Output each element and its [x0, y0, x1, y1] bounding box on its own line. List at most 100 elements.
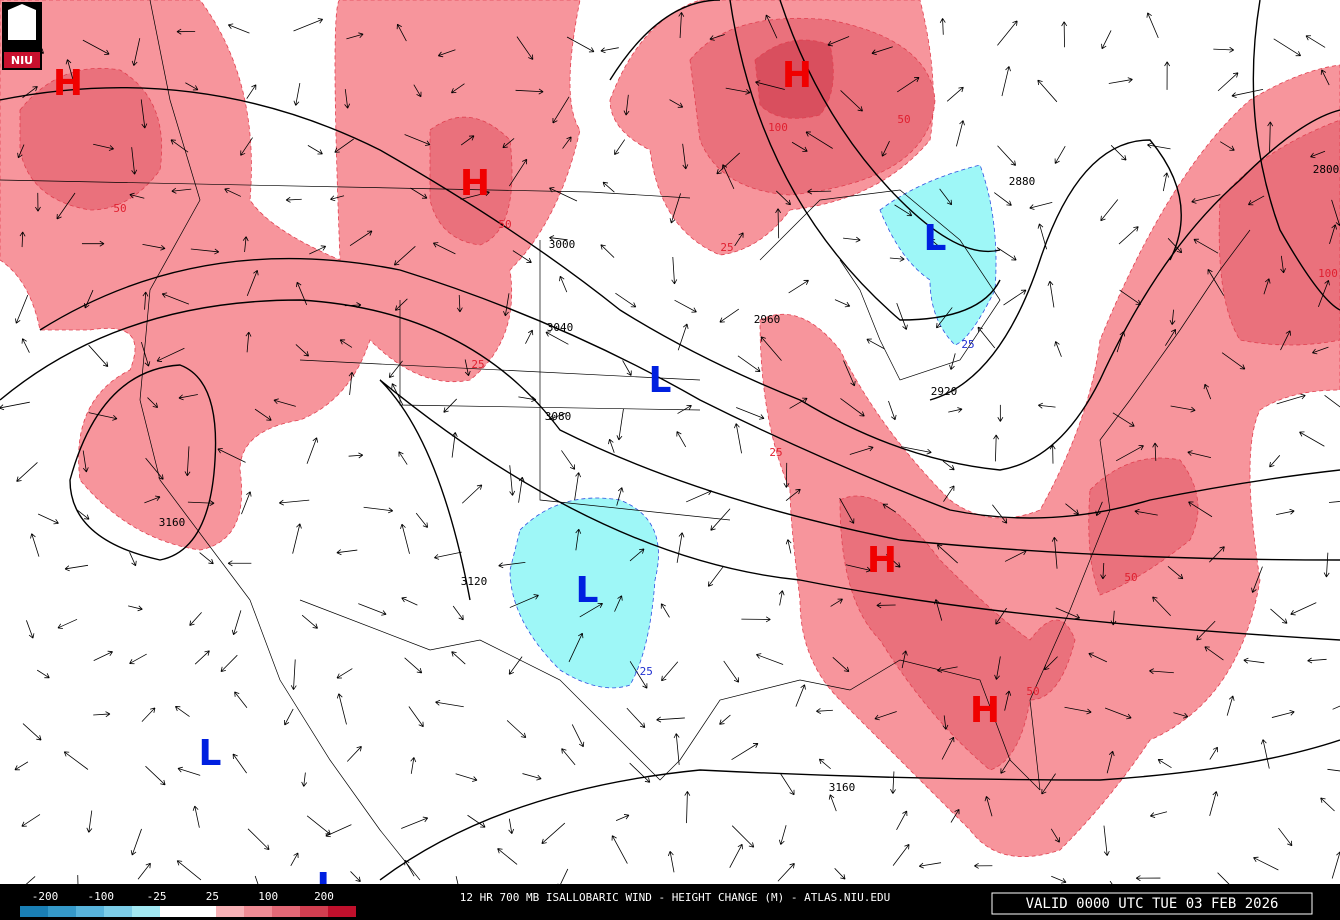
wind-arrow — [937, 666, 958, 673]
wind-arrow — [1271, 709, 1295, 718]
wind-arrow — [661, 661, 679, 682]
wind-arrow — [293, 82, 301, 106]
change-label: 50 — [1124, 571, 1137, 584]
legend-swatch — [160, 906, 188, 917]
wind-arrow — [608, 438, 615, 453]
wind-arrow — [1327, 768, 1340, 772]
wind-arrow — [1051, 875, 1067, 884]
wind-arrow — [1147, 142, 1171, 150]
wind-arrow — [760, 336, 782, 361]
wind-arrow — [432, 242, 456, 255]
wind-arrow — [997, 404, 1004, 422]
wind-arrow — [334, 138, 354, 153]
wind-arrow — [775, 208, 782, 239]
legend-label: -25 — [147, 890, 167, 903]
pressure-center: H — [53, 63, 83, 104]
wind-arrow — [549, 235, 568, 241]
wind-arrow — [1188, 501, 1213, 518]
wind-arrow — [296, 281, 308, 306]
wind-arrow — [346, 746, 362, 762]
wind-arrow — [874, 711, 897, 721]
wind-arrow — [350, 871, 361, 882]
wind-arrow — [934, 599, 943, 621]
wind-arrow — [667, 850, 675, 873]
wind-arrow — [21, 338, 30, 353]
wind-arrow — [400, 523, 410, 554]
positive-change-areas — [0, 0, 1340, 858]
wind-arrow — [682, 143, 689, 170]
wind-arrow — [86, 810, 93, 833]
wind-arrow — [401, 816, 429, 829]
wind-arrow — [1000, 758, 1011, 774]
wind-arrow — [936, 307, 953, 329]
wind-arrow — [1100, 199, 1119, 222]
wind-arrow — [1054, 145, 1066, 164]
wind-arrow — [467, 814, 486, 828]
wind-arrow — [398, 451, 408, 465]
wind-arrow — [464, 359, 471, 377]
wind-arrow — [1055, 607, 1081, 620]
wind-arrow — [1253, 856, 1279, 871]
legend-swatch — [76, 906, 104, 917]
wind-arrow — [725, 87, 751, 95]
wind-arrow — [994, 192, 1012, 206]
wind-arrow — [562, 136, 572, 149]
wind-arrow — [131, 147, 138, 175]
wind-arrow — [1173, 712, 1189, 719]
wind-arrow — [1231, 88, 1264, 98]
wind-arrow — [707, 565, 724, 587]
wind-arrow — [1312, 346, 1329, 355]
wind-arrow — [1273, 38, 1302, 57]
wind-arrow — [678, 12, 685, 39]
wind-arrow — [939, 188, 953, 206]
wind-arrow — [1209, 791, 1219, 816]
contour-label: 2800 — [1313, 163, 1340, 176]
wind-arrow — [1332, 705, 1340, 710]
wind-arrow — [1146, 12, 1159, 39]
wind-arrow — [325, 824, 352, 838]
wind-arrow — [240, 137, 253, 156]
wind-arrow — [888, 400, 897, 421]
wind-arrow — [795, 684, 806, 707]
wind-arrow — [1043, 656, 1058, 671]
wind-arrow — [88, 344, 109, 367]
wind-arrow — [1267, 121, 1274, 153]
wind-arrow — [900, 446, 932, 455]
wind-arrow — [1110, 145, 1127, 161]
wind-arrow — [1065, 503, 1079, 515]
wind-arrow — [231, 610, 242, 636]
wind-arrow — [509, 158, 528, 187]
wind-arrow — [56, 192, 76, 220]
wind-arrow — [871, 46, 893, 55]
wind-arrow — [775, 190, 791, 206]
wind-arrow — [948, 407, 963, 413]
wind-arrow — [574, 472, 581, 501]
wind-arrow — [834, 868, 846, 880]
wind-arrow — [394, 298, 408, 311]
wind-arrow — [1276, 393, 1306, 405]
wind-arrow — [1112, 412, 1135, 427]
wind-arrow — [1049, 444, 1056, 464]
wind-arrow — [765, 14, 778, 39]
wind-arrow — [1270, 608, 1288, 624]
wind-arrow — [301, 614, 318, 629]
change-label: 50 — [113, 202, 126, 215]
wind-arrow — [791, 141, 808, 152]
wind-arrow — [1047, 280, 1055, 308]
wind-arrow — [26, 620, 35, 639]
wind-arrow — [1004, 549, 1027, 562]
legend-swatch — [272, 906, 300, 917]
wind-arrow — [1290, 602, 1317, 616]
change-label: 100 — [1318, 267, 1338, 280]
wind-arrow — [1152, 596, 1171, 617]
wind-arrow — [1260, 739, 1270, 769]
legend-swatch — [188, 906, 216, 917]
wind-arrow — [882, 503, 897, 513]
wind-arrow — [559, 275, 568, 293]
wind-arrow — [293, 18, 324, 32]
wind-arrow — [307, 145, 323, 155]
contour-label: 3040 — [547, 321, 574, 334]
wind-arrow — [93, 711, 111, 718]
wind-arrow — [673, 733, 680, 765]
height-contours — [0, 0, 1340, 881]
